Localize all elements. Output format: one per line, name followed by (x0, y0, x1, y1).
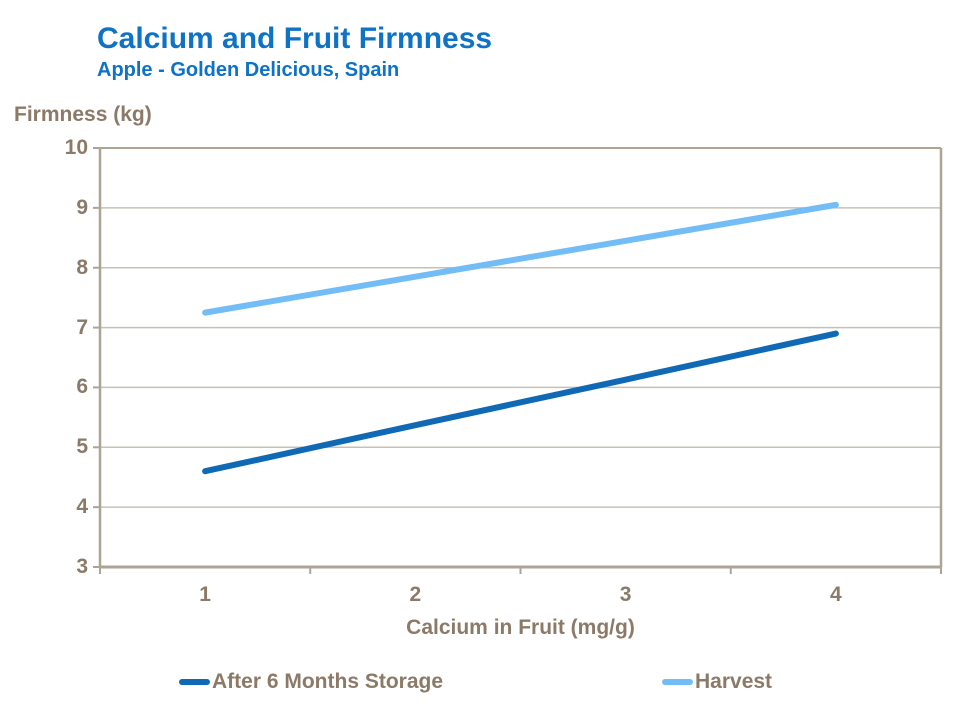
legend-label-harvest: Harvest (695, 670, 773, 693)
legend-item-storage: After 6 Months Storage (179, 668, 443, 696)
y-tick-label: 9 (76, 195, 88, 219)
y-tick-label: 3 (76, 555, 88, 578)
y-tick-label: 4 (76, 495, 88, 519)
y-tick-label: 6 (76, 375, 88, 399)
y-tick-label: 7 (76, 315, 88, 339)
x-tick-label: 4 (830, 583, 842, 606)
y-tick-label: 8 (76, 255, 88, 279)
x-axis-title: Calcium in Fruit (mg/g) (406, 616, 635, 639)
series-line-0 (202, 330, 839, 475)
chart-title: Calcium and Fruit Firmness (97, 22, 493, 55)
y-tick-label: 10 (64, 136, 88, 159)
y-tick-label: 5 (76, 435, 88, 459)
y-axis-title: Firmness (kg) (14, 103, 152, 126)
x-tick-label: 3 (619, 583, 632, 606)
legend-line-swatch-storage (179, 679, 210, 685)
legend-line-swatch-harvest (662, 679, 693, 685)
chart-subtitle: Apple - Golden Delicious, Spain (97, 59, 400, 81)
legend-label-storage: After 6 Months Storage (212, 670, 444, 693)
legend-item-harvest: Harvest (662, 668, 772, 696)
x-tick-label: 2 (409, 583, 422, 606)
series-line-1 (202, 201, 839, 316)
x-tick-label: 1 (199, 583, 211, 606)
